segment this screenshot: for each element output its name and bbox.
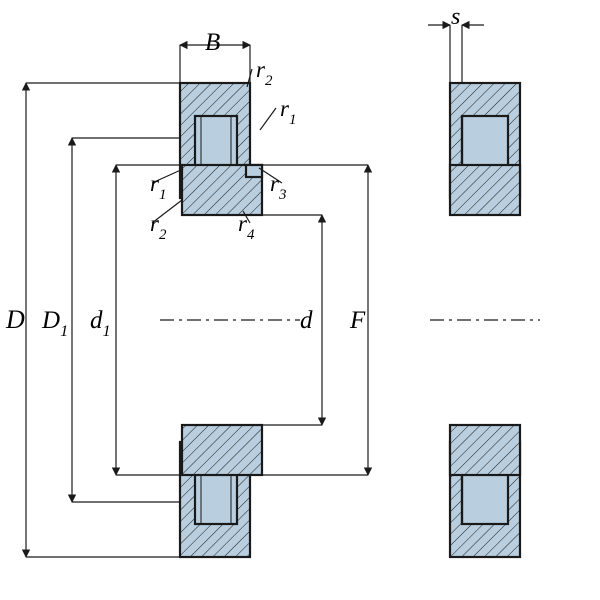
label-d: d [300,308,313,333]
label-s: s [451,5,460,29]
label-r2-top: r2 [256,58,272,87]
label-r3: r3 [270,172,286,201]
label-B: B [205,30,220,55]
label-r2-bl: r2 [150,212,166,241]
label-D1: D1 [42,308,68,337]
label-r1-bl: r1 [150,172,166,201]
label-D: D [6,307,25,333]
label-r4: r4 [238,212,254,241]
label-d1: d1 [90,308,111,337]
label-F: F [350,308,365,333]
label-r1-top: r1 [280,97,296,126]
bearing-diagram [0,0,600,600]
